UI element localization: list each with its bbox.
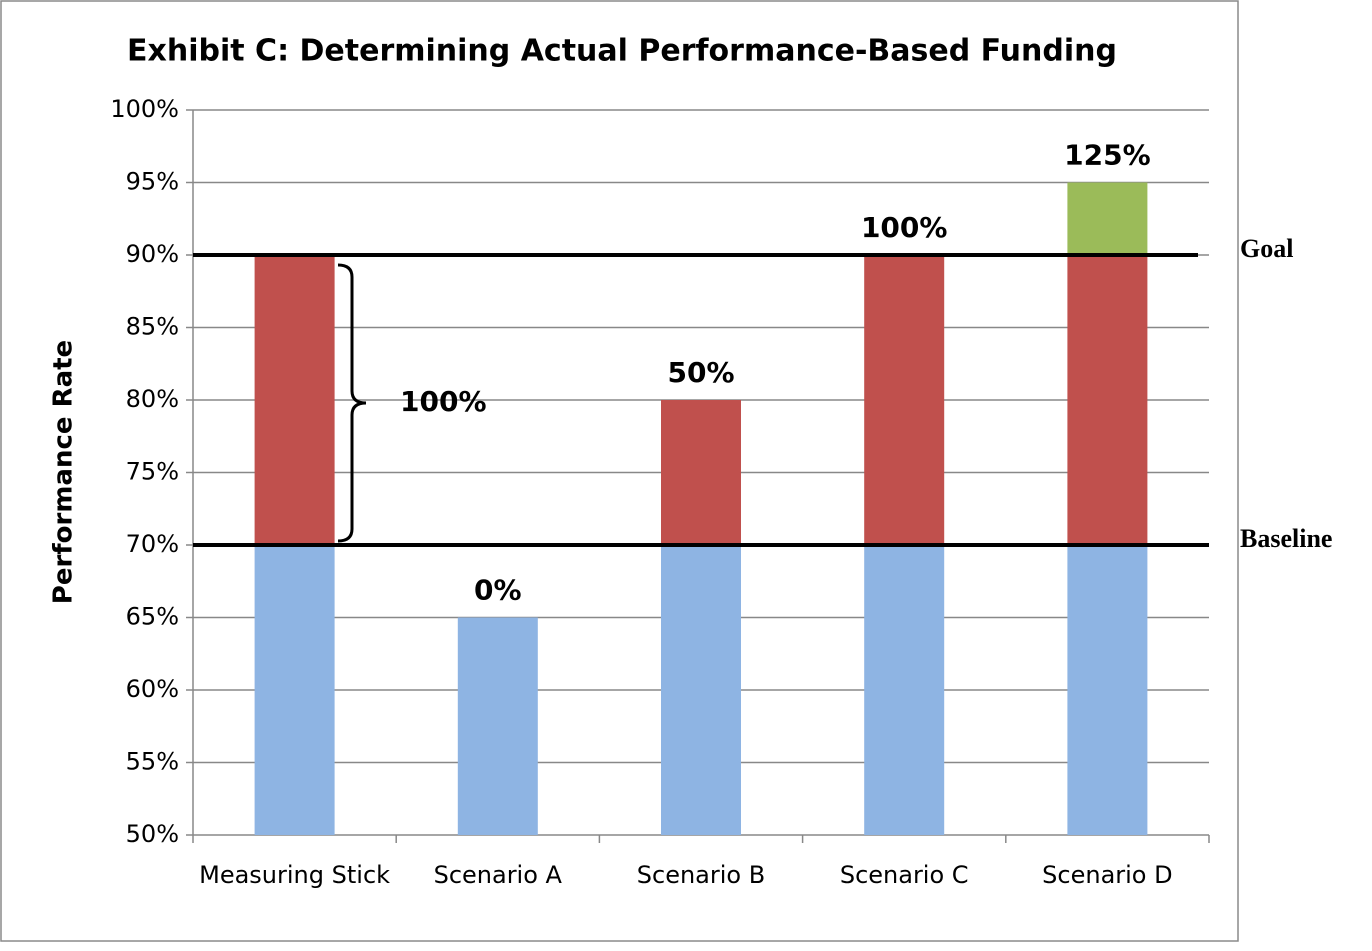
- y-axis-label: Performance Rate: [49, 340, 79, 604]
- y-tick-label: 70%: [126, 530, 179, 558]
- chart-title: Exhibit C: Determining Actual Performanc…: [127, 34, 1117, 69]
- chart-border: [0, 0, 1239, 942]
- funding-label: 50%: [667, 356, 734, 389]
- y-tick-label: 65%: [126, 603, 179, 631]
- y-tick-label: 60%: [126, 675, 179, 703]
- y-tick-label: 55%: [126, 748, 179, 776]
- x-tick-label: Scenario C: [839, 861, 969, 889]
- x-tick-label: Scenario B: [636, 861, 766, 889]
- bracket: [337, 263, 367, 543]
- y-tick-label: 95%: [126, 168, 179, 196]
- x-tick-label-box: Scenario C: [839, 861, 969, 889]
- bar-segment: [1067, 545, 1148, 835]
- y-tick-label: 80%: [126, 385, 179, 413]
- bar-segment: [254, 255, 335, 545]
- x-tick-label-box: Scenario A: [433, 861, 562, 889]
- x-tick-label-box: Measuring Stick: [199, 861, 391, 889]
- funding-label: 100%: [861, 211, 948, 244]
- y-tick-label: 90%: [126, 240, 179, 268]
- x-tick-label-box: Scenario D: [1042, 861, 1173, 889]
- reference-label: Goal: [1240, 234, 1293, 263]
- bar-segment: [254, 545, 335, 835]
- funding-label: 125%: [1064, 139, 1151, 172]
- bracket-label: 100%: [400, 385, 487, 418]
- funding-label: 0%: [474, 574, 522, 607]
- bar-segment: [661, 545, 741, 835]
- y-tick-label: 75%: [126, 458, 179, 486]
- x-tick-label: Scenario D: [1042, 861, 1173, 889]
- y-tick-label: 50%: [126, 820, 179, 848]
- bar-segment: [1067, 182, 1148, 255]
- bar-segment: [864, 545, 945, 835]
- bar-segment: [864, 255, 945, 545]
- bar-segment: [1067, 255, 1148, 545]
- y-tick-label: 85%: [126, 313, 179, 341]
- x-tick-label: Scenario A: [433, 861, 562, 889]
- y-tick-label: 100%: [110, 95, 179, 123]
- x-tick-label: Measuring Stick: [199, 861, 391, 889]
- bar-segment: [661, 400, 741, 545]
- x-tick-label-box: Scenario B: [636, 861, 766, 889]
- reference-label: Baseline: [1240, 524, 1332, 553]
- bar-segment: [457, 617, 538, 835]
